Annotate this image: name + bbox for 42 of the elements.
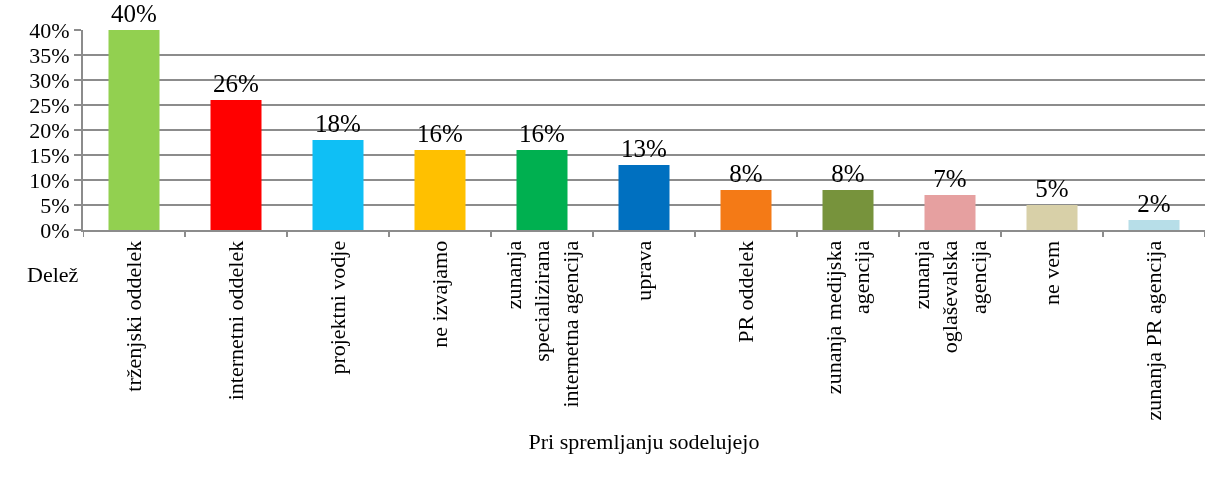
y-tick-label: 0% <box>40 217 70 243</box>
x-tick-label: internetni oddelek <box>223 240 249 401</box>
bar <box>312 140 364 230</box>
data-label: 18% <box>315 110 361 137</box>
data-label: 40% <box>111 0 157 27</box>
data-label: 16% <box>519 120 565 147</box>
x-tick-label: ne izvajamo <box>427 240 453 348</box>
data-label: 16% <box>417 120 463 147</box>
x-tick-label: PR oddelek <box>733 240 759 343</box>
bar <box>822 190 874 230</box>
y-tick-label: 10% <box>29 167 70 193</box>
x-tick-label: projektni vodje <box>325 240 351 375</box>
data-label: 13% <box>621 135 667 162</box>
x-tick-label: zunanja medijska agencija <box>820 240 875 395</box>
bar <box>720 190 772 230</box>
y-tick-label: 35% <box>29 42 70 68</box>
data-label: 26% <box>213 70 259 97</box>
data-label: 2% <box>1137 190 1171 217</box>
x-tick-label: zunanja PR agencija <box>1141 240 1167 421</box>
data-label: 7% <box>933 165 967 192</box>
bar <box>1128 220 1180 230</box>
y-tick-label: 30% <box>29 67 70 93</box>
x-tick-label: uprava <box>631 240 657 301</box>
bar <box>108 30 160 230</box>
y-tick-label: 5% <box>40 192 70 218</box>
bar <box>516 150 568 230</box>
bar <box>210 100 262 230</box>
data-label: 5% <box>1035 175 1069 202</box>
bar <box>924 195 976 230</box>
data-label: 8% <box>831 160 865 187</box>
x-tick-label: ne vem <box>1039 240 1065 305</box>
y-tick-label: 25% <box>29 92 70 118</box>
x-tick-label: trženjski oddelek <box>121 240 147 392</box>
bar <box>1026 205 1078 230</box>
y-tick-label: 40% <box>29 17 70 43</box>
text: Delež <box>27 262 79 287</box>
data-label: 8% <box>729 160 763 187</box>
x-axis-title: Pri spremljanju sodelujejo <box>528 428 760 454</box>
y-tick-label: 15% <box>29 142 70 168</box>
bar <box>618 165 670 230</box>
y-tick-label: 20% <box>29 117 70 143</box>
bar <box>414 150 466 230</box>
